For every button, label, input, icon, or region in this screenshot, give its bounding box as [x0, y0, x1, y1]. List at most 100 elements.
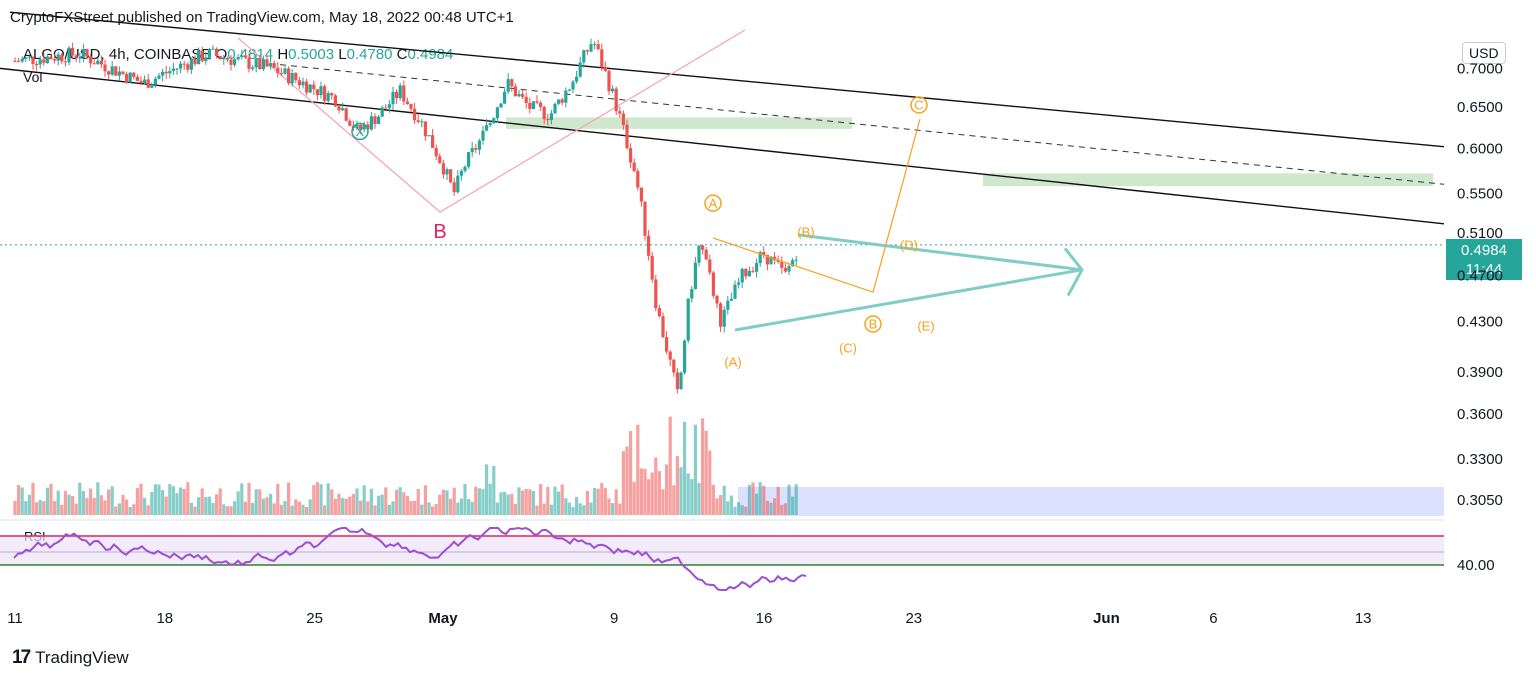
footer-brand-text: TradingView: [35, 648, 129, 667]
volume-bar: [355, 488, 359, 515]
candle-body: [290, 73, 294, 84]
volume-bar: [553, 486, 557, 515]
candle-body: [215, 48, 219, 56]
candle-body: [261, 59, 265, 70]
volume-bar: [423, 485, 427, 515]
volume-bar: [607, 498, 611, 515]
volume-bar: [661, 489, 665, 515]
volume-bar: [722, 485, 726, 515]
candle-body: [179, 63, 183, 69]
candle-body: [603, 67, 607, 71]
volume-bar: [431, 506, 435, 515]
volume-bar: [416, 488, 420, 515]
candle-body: [319, 86, 323, 96]
candle-body: [402, 85, 406, 102]
volume-bar: [715, 498, 719, 515]
volume-bar: [445, 490, 449, 515]
wave-label: A: [709, 196, 718, 211]
candle-body: [38, 59, 42, 65]
candle-body: [438, 156, 442, 164]
candle-body: [481, 130, 485, 141]
candle-body: [567, 89, 571, 91]
candle-body: [531, 101, 535, 109]
volume-bar: [265, 497, 269, 515]
time-tick-label: 11: [7, 610, 23, 627]
volume-bar: [517, 487, 521, 515]
candle-body: [233, 59, 237, 65]
volume-bar: [218, 488, 222, 515]
volume-bar: [704, 430, 708, 515]
volume-bar: [593, 487, 597, 515]
candle-body: [222, 58, 226, 60]
candle-body: [492, 118, 496, 124]
candle-body: [45, 56, 49, 63]
candle-body: [197, 50, 201, 65]
candle-body: [758, 252, 762, 264]
volume-bar: [333, 498, 337, 515]
volume-bar: [243, 501, 247, 515]
volume-bar: [377, 495, 381, 515]
candle-body: [513, 86, 517, 97]
price-tick-label: 0.5500: [1457, 186, 1503, 203]
candle-body: [251, 67, 255, 69]
time-tick-label: 16: [756, 610, 773, 627]
volume-bar: [380, 494, 384, 515]
volume-bar: [60, 504, 64, 515]
wave-label-circle: [910, 96, 928, 114]
volume-bar: [337, 493, 341, 515]
candle-body: [452, 182, 456, 193]
price-tick-label: 0.6500: [1457, 99, 1503, 116]
open-label: O: [215, 46, 228, 63]
time-tick-label: Jun: [1093, 610, 1120, 627]
candle-body: [265, 59, 269, 67]
candle-body: [276, 67, 280, 74]
volume-bar: [560, 484, 564, 515]
volume-bar: [557, 491, 561, 515]
wave-label-circle: [704, 194, 722, 212]
candle-body: [589, 44, 593, 52]
volume-bar: [211, 502, 215, 515]
volume-bar: [92, 498, 96, 515]
candle-body: [416, 120, 420, 122]
volume-bar: [726, 501, 730, 515]
candle-body: [488, 123, 492, 126]
volume-bar: [362, 485, 366, 515]
volume-bar: [215, 494, 219, 515]
volume-bar: [384, 487, 388, 515]
volume-bar: [794, 484, 798, 515]
volume-bar: [654, 457, 658, 515]
candle-body: [341, 108, 345, 111]
candle-body: [711, 272, 715, 296]
volume-bar: [31, 482, 35, 515]
currency-button[interactable]: USD: [1462, 42, 1506, 64]
volume-bar: [567, 502, 571, 515]
candle-body: [128, 72, 132, 83]
volume-bar: [132, 504, 136, 515]
candle-body: [153, 78, 157, 85]
candle-body: [423, 121, 427, 137]
volume-bar: [603, 488, 607, 515]
candle-body: [503, 91, 507, 104]
volume-bar: [459, 498, 463, 515]
candle-body: [665, 337, 669, 352]
footer-brand: 17 TradingView: [12, 647, 129, 669]
volume-bar: [99, 495, 103, 515]
candle-body: [362, 124, 366, 130]
candle-body: [632, 162, 636, 171]
volume-bar: [117, 503, 121, 515]
volume-bar: [157, 484, 161, 515]
time-tick-label: 23: [905, 610, 922, 627]
candle-body: [225, 58, 229, 60]
volume-bar: [683, 421, 687, 515]
volume-bar: [402, 492, 406, 515]
candle-body: [783, 267, 787, 272]
candle-body: [625, 124, 629, 149]
candle-body: [639, 187, 643, 202]
volume-bar: [146, 505, 150, 515]
candle-body: [557, 99, 561, 104]
candle-body: [474, 148, 478, 150]
volume-bar: [71, 496, 75, 515]
volume-bar: [251, 503, 255, 515]
candle-body: [218, 55, 222, 60]
